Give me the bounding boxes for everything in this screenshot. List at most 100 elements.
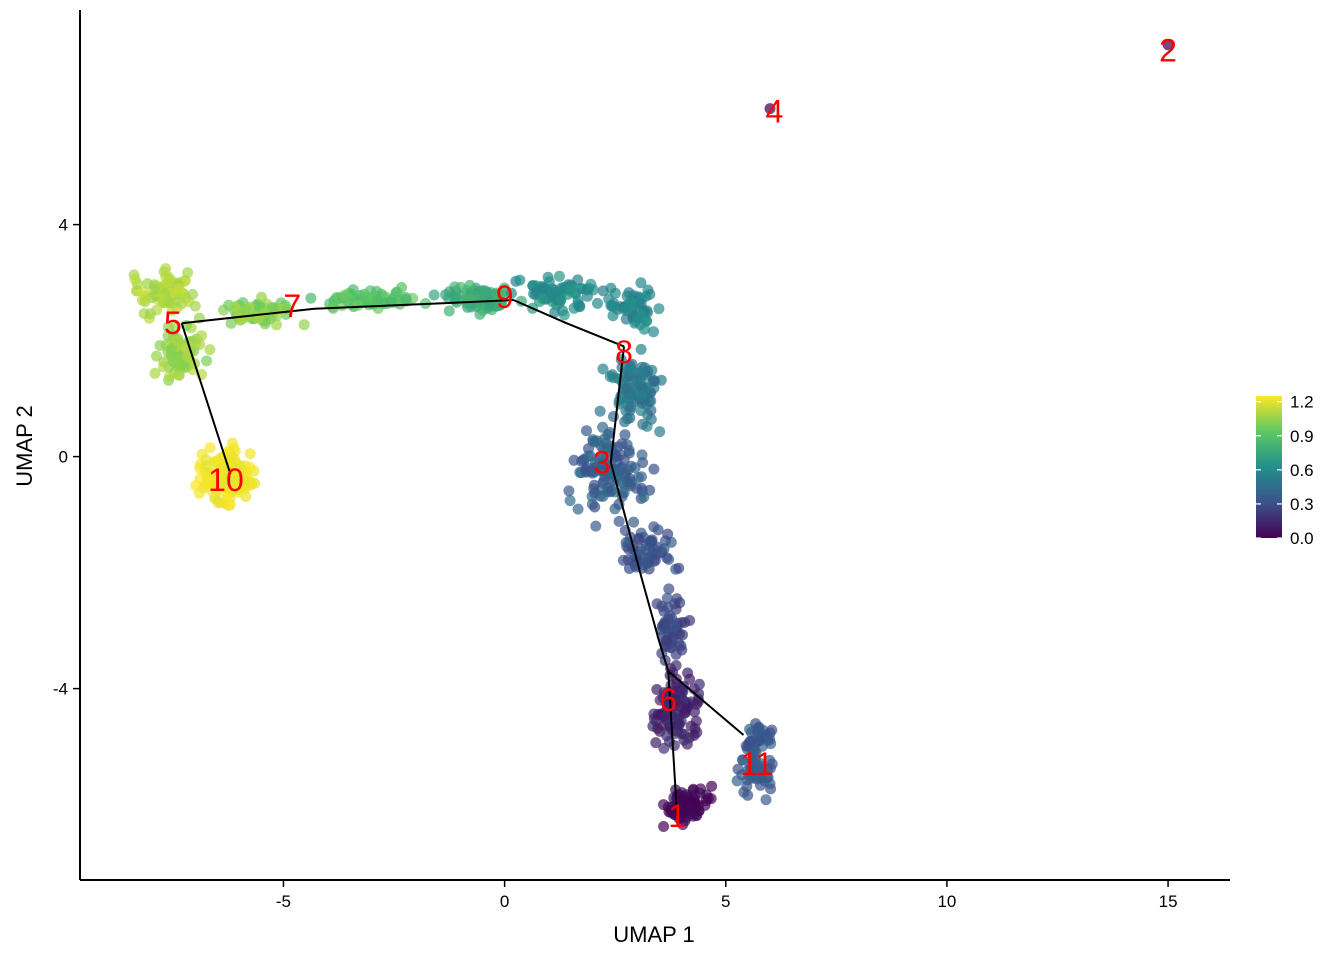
cell-point	[664, 669, 676, 681]
cell-point	[627, 365, 638, 377]
cell-point	[224, 499, 236, 511]
cell-point	[187, 288, 198, 300]
cell-point	[581, 425, 592, 437]
cell-point	[591, 435, 603, 447]
cell-point	[651, 598, 663, 610]
cell-point	[347, 284, 359, 296]
cell-point	[173, 283, 185, 294]
cell-point	[162, 321, 174, 333]
cell-point	[604, 371, 616, 382]
cluster-label-6: 6	[659, 682, 677, 718]
cell-point	[693, 678, 705, 690]
cell-point	[677, 686, 689, 698]
cell-point	[635, 298, 647, 310]
cell-point	[621, 290, 633, 302]
cluster-label-4: 4	[766, 94, 784, 130]
cell-point	[615, 354, 627, 366]
cell-point	[635, 471, 647, 483]
cell-point	[468, 290, 480, 302]
cell-point	[589, 466, 601, 478]
cell-point	[592, 297, 603, 309]
cell-point	[151, 350, 162, 362]
cell-point	[443, 305, 455, 317]
cell-point	[663, 583, 675, 595]
cell-point	[650, 737, 662, 749]
colorbar-tick-label: 0.9	[1290, 427, 1314, 446]
y-tick-label: 0	[59, 448, 68, 467]
cluster-label-2: 2	[1159, 33, 1177, 69]
cell-point	[764, 754, 776, 766]
cell-point	[687, 783, 699, 795]
y-tick-label: 4	[59, 216, 68, 235]
cell-point	[669, 620, 680, 632]
cell-point	[256, 291, 268, 303]
cell-point	[225, 483, 237, 495]
colorbar-legend: 0.0 0.3 0.6 0.9 1.2	[1256, 393, 1314, 548]
cell-point	[224, 472, 236, 484]
cell-point	[672, 718, 684, 730]
cell-point	[129, 274, 141, 285]
cell-point	[737, 754, 749, 766]
cell-point	[662, 801, 674, 813]
cell-point	[543, 276, 555, 288]
cell-point	[740, 740, 752, 752]
cell-point	[555, 294, 567, 305]
cell-point	[228, 442, 240, 454]
cell-point	[683, 802, 695, 814]
cluster-label-5: 5	[164, 305, 182, 341]
cell-point	[652, 723, 664, 734]
cell-point	[648, 463, 660, 475]
trajectory-segment	[667, 670, 745, 736]
trajectory-segment	[180, 322, 232, 475]
cell-point	[620, 537, 632, 548]
colorbar-tick-label: 0.6	[1290, 461, 1314, 480]
cell-point	[624, 388, 636, 400]
cell-point	[635, 543, 647, 555]
cell-point	[585, 278, 597, 290]
cell-point	[644, 288, 656, 300]
cluster-label-3: 3	[593, 444, 611, 480]
cell-point	[564, 283, 576, 295]
cell-point	[553, 270, 565, 282]
cell-point	[200, 460, 212, 472]
cell-point	[464, 279, 476, 291]
cell-point	[148, 284, 160, 296]
cell-point	[514, 274, 526, 286]
cell-point	[612, 441, 624, 453]
cell-point	[597, 363, 609, 375]
cell-point	[229, 301, 241, 313]
cell-point	[732, 763, 744, 775]
cell-point	[558, 309, 570, 321]
cell-point	[613, 395, 625, 407]
cell-point	[628, 516, 640, 528]
cell-point	[752, 725, 763, 737]
cell-point	[636, 366, 648, 377]
cell-point	[635, 343, 647, 355]
cell-point	[654, 426, 666, 438]
cell-point	[196, 330, 207, 342]
cell-point	[624, 473, 636, 485]
cell-point	[637, 418, 649, 430]
cell-point	[568, 454, 580, 466]
x-tick-label: 0	[500, 892, 509, 911]
cell-point	[160, 263, 172, 275]
cell-point	[204, 344, 216, 356]
cell-point	[372, 294, 384, 306]
axes-layer: -5 0 5 10 15-404	[53, 10, 1230, 911]
cell-point	[238, 474, 250, 486]
y-axis-title: UMAP 2	[12, 405, 37, 487]
cell-point	[662, 528, 674, 540]
cell-point	[496, 296, 508, 308]
cell-point	[660, 634, 672, 646]
cell-point	[688, 729, 700, 741]
x-axis-title: UMAP 1	[613, 922, 695, 947]
cell-point	[663, 553, 675, 565]
cell-point	[1162, 39, 1174, 51]
cell-point	[670, 660, 682, 671]
cluster-label-11: 11	[740, 746, 773, 782]
cell-point	[619, 429, 631, 441]
cell-point	[182, 267, 194, 279]
cell-point	[690, 715, 702, 727]
cell-point	[674, 597, 686, 609]
